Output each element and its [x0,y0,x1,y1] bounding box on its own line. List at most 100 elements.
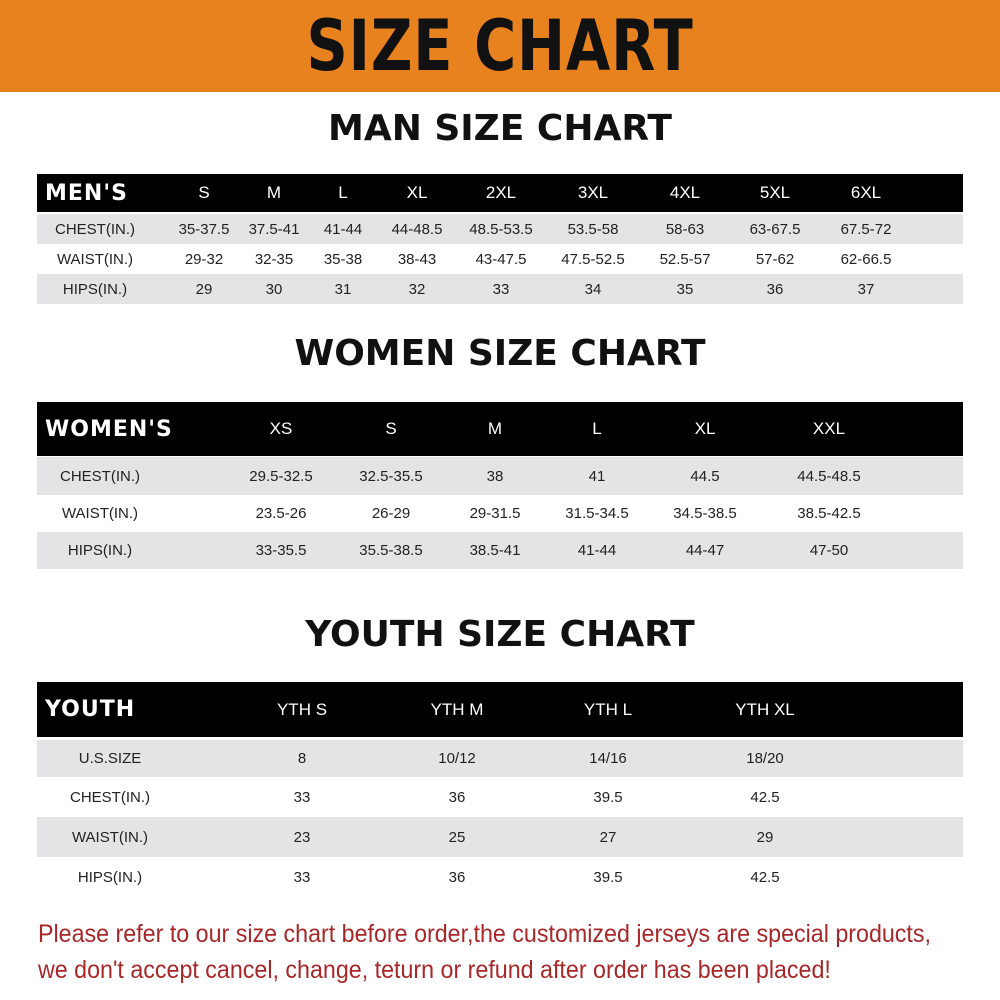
table-cell: 42.5 [750,868,780,886]
row-label: CHEST(IN.) [70,788,150,806]
table-cell: 32-35 [254,250,294,268]
table-cell: 32.5-35.5 [359,467,423,485]
table-cell: 36 [448,868,466,886]
size-column-header: XS [269,419,293,438]
table-cell: 44.5 [690,467,720,485]
table-cell: 41 [588,467,606,485]
table-cell: 18/20 [746,750,784,767]
table-cell: 48.5-53.5 [469,220,533,238]
size-column-header: XL [406,183,428,202]
size-column-header: YTH M [430,699,484,719]
size-column-header: YTH XL [735,699,795,719]
table-cell: 35-38 [323,250,363,268]
size-column-header: YTH S [276,699,328,719]
table-cell: 29-32 [184,250,224,268]
table-row: CHEST(IN.) 29.5-32.5 32.5-35.5 38 41 44.5 44.5… [37,457,963,495]
size-column-header: 6XL [850,183,882,202]
table-cell: 44.5-48.5 [797,467,861,485]
table-cell: 57-62 [755,250,795,268]
size-column-header: S [198,183,210,202]
row-label: WAIST(IN.) [61,505,139,522]
table-cell: 58-63 [665,220,705,238]
table-row: CHEST(IN.) 35-37.5 37.5-41 41-44 44-48.5 48.5… [37,214,963,244]
size-column-header: 5XL [759,183,791,202]
row-label: U.S.SIZE [78,750,142,767]
table-cell: 41-44 [577,542,617,559]
table-row: HIPS(IN.) 29 30 31 32 33 34 35 36 37 [37,274,963,304]
table-cell: 29 [195,280,213,298]
table-cell: 38 [486,467,504,485]
table-cell: 39.5 [593,868,623,886]
size-column-header: L [338,183,348,202]
table-cell: 36 [766,280,784,298]
row-label: WAIST(IN.) [71,828,149,846]
table-cell: 23 [293,828,311,846]
table-row: WAIST(IN.) 29-32 32-35 35-38 38-43 43-47.5 47.… [37,244,963,274]
men-chart-title: MAN SIZE CHART [328,108,672,149]
table-cell: 33 [492,280,510,298]
size-column-header: 2XL [485,183,517,202]
table-row: WAIST(IN.) 23 25 27 29 [37,817,963,857]
table-cell: 34.5-38.5 [673,505,737,522]
size-column-header: XL [694,419,716,438]
table-cell: 38.5-42.5 [797,505,861,522]
table-cell: 39.5 [593,788,623,806]
table-cell: 44-47 [685,542,725,559]
table-cell: 27 [599,828,617,846]
table-cell: 38-43 [397,250,437,268]
table-cell: 42.5 [750,788,780,806]
table-cell: 31.5-34.5 [565,505,629,522]
table-cell: 41-44 [323,220,363,238]
size-column-header: L [592,419,602,438]
table-header-row: WOMEN'S XS S M L XL XXL [37,402,963,456]
table-row: WAIST(IN.) 23.5-26 26-29 29-31.5 31.5-34.5 34… [37,495,963,532]
size-column-header: S [385,419,397,438]
table-cell: 33-35.5 [255,542,307,559]
table-row: HIPS(IN.) 33 36 39.5 42.5 [37,857,963,897]
table-cell: 32 [408,280,426,298]
table-row: HIPS(IN.) 33-35.5 35.5-38.5 38.5-41 41-44 44-… [37,532,963,569]
table-cell: 8 [297,750,307,767]
table-cell: 35-37.5 [178,220,230,238]
table-cell: 43-47.5 [475,250,527,268]
banner-title: SIZE CHART [306,5,694,87]
table-cell: 29-31.5 [469,505,521,522]
table-header-label: YOUTH [45,697,136,722]
women-chart-title: WOMEN SIZE CHART [294,333,706,374]
size-column-header: M [266,183,282,202]
table-header-row: YOUTH YTH S YTH M YTH L YTH XL [37,682,963,737]
size-column-header: 3XL [577,183,609,202]
table-cell: 35 [676,280,694,298]
table-cell: 33 [293,868,311,886]
table-cell: 35.5-38.5 [359,542,423,559]
table-cell: 37.5-41 [248,220,300,238]
table-row: U.S.SIZE 8 10/12 14/16 18/20 [37,740,963,777]
row-label: CHEST(IN.) [60,467,140,485]
table-cell: 10/12 [438,750,476,767]
size-column-header: YTH L [583,699,633,719]
table-cell: 47-50 [809,542,849,559]
size-column-header: XXL [812,419,846,438]
table-cell: 47.5-52.5 [561,250,625,268]
table-cell: 25 [448,828,466,846]
row-label: HIPS(IN.) [67,542,133,559]
table-cell: 67.5-72 [840,220,892,238]
table-cell: 30 [265,280,283,298]
table-cell: 23.5-26 [255,505,307,522]
table-cell: 44-48.5 [391,220,443,238]
notice-line-1: Please refer to our size chart before or… [38,920,931,948]
table-header-label: MEN'S [45,180,128,206]
table-cell: 26-29 [371,505,411,522]
row-label: HIPS(IN.) [62,280,128,298]
table-cell: 53.5-58 [567,220,619,238]
table-cell: 36 [448,788,466,806]
row-label: WAIST(IN.) [56,250,134,268]
table-cell: 52.5-57 [659,250,711,268]
table-cell: 14/16 [589,750,627,767]
table-cell: 34 [584,280,602,298]
table-cell: 29.5-32.5 [249,467,313,485]
table-row: CHEST(IN.) 33 36 39.5 42.5 [37,777,963,817]
table-cell: 38.5-41 [469,542,521,559]
size-column-header: 4XL [669,183,701,202]
youth-chart-title: YOUTH SIZE CHART [305,614,695,655]
